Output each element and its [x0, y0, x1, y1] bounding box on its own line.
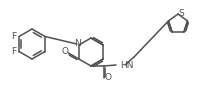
Text: F: F	[12, 47, 16, 56]
Text: O: O	[104, 74, 111, 83]
Text: N: N	[75, 39, 81, 48]
Text: S: S	[178, 8, 184, 17]
Text: F: F	[12, 32, 16, 41]
Text: O: O	[62, 47, 69, 56]
Text: HN: HN	[120, 61, 133, 69]
